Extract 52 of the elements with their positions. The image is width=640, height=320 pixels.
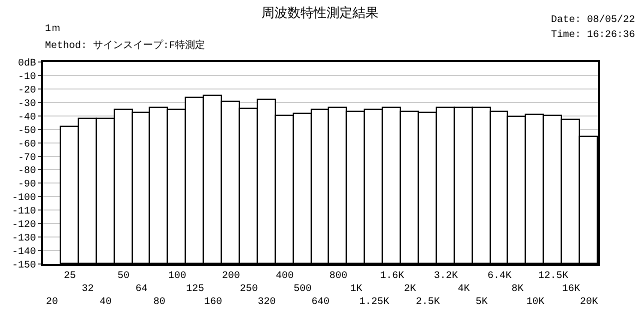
x-tick-label: 5K — [476, 297, 488, 308]
x-tick-label: 100 — [168, 271, 186, 282]
y-tick-label: -120 — [12, 220, 36, 232]
y-tick-label: -90 — [18, 180, 36, 191]
y-tick-label: -110 — [12, 206, 36, 218]
x-tick-label: 8K — [511, 284, 524, 295]
x-tick-label: 80 — [153, 297, 166, 308]
y-tick-label: -60 — [18, 139, 36, 150]
x-tick-label: 40 — [100, 297, 112, 308]
text: Date: 08/05/22 — [551, 14, 636, 26]
x-tick-label: 50 — [118, 271, 130, 282]
x-tick-label: 125 — [186, 284, 204, 295]
x-tick-label: 1K — [350, 284, 362, 295]
text: Time: 16:26:36 — [551, 29, 636, 41]
x-tick-label: 64 — [135, 284, 148, 295]
x-tick-label: 640 — [311, 297, 330, 308]
x-tick-label: 2.5K — [416, 297, 440, 308]
x-tick-label: 800 — [329, 271, 348, 282]
y-tick-label: -70 — [18, 152, 36, 164]
x-tick-label: 16K — [562, 284, 580, 295]
x-tick-label: 2K — [404, 284, 416, 295]
y-tick-label: -30 — [18, 98, 36, 110]
chart-title: 周波数特性測定結果 — [262, 6, 378, 22]
x-tick-label: 250 — [240, 284, 258, 295]
y-tick-label: -40 — [18, 112, 36, 124]
x-tick-label: 500 — [294, 284, 312, 295]
y-tick-label: -140 — [12, 247, 36, 258]
y-tick-label: -10 — [18, 72, 36, 83]
y-tick-label: -100 — [12, 193, 36, 204]
y-tick-label: -150 — [12, 260, 36, 272]
text: 1ｍ — [45, 24, 62, 35]
x-tick-label: 4K — [458, 284, 470, 295]
x-tick-label: 320 — [258, 297, 276, 308]
x-tick-label: 1.25K — [359, 297, 390, 308]
x-tick-label: 10K — [526, 297, 544, 308]
y-tick-label: -50 — [18, 126, 36, 137]
y-tick-label: -80 — [18, 166, 36, 178]
x-tick-label: 400 — [276, 271, 294, 282]
y-tick-label: -20 — [18, 85, 36, 96]
x-tick-label: 32 — [82, 284, 94, 295]
x-tick-label: 6.4K — [488, 271, 512, 282]
x-tick-label: 12.5K — [538, 271, 568, 282]
x-tick-label: 200 — [222, 271, 240, 282]
x-tick-label: 3.2K — [434, 271, 458, 282]
y-tick-label: 0dB — [18, 58, 36, 70]
x-tick-label: 1.6K — [380, 271, 404, 282]
text: Method: サインスイープ:F特測定 — [45, 39, 206, 52]
x-tick-label: 25 — [64, 271, 76, 282]
y-tick-label: -130 — [12, 234, 36, 245]
x-tick-label: 160 — [204, 297, 222, 308]
x-tick-label: 20K — [580, 297, 598, 308]
x-tick-label: 20 — [46, 297, 58, 308]
